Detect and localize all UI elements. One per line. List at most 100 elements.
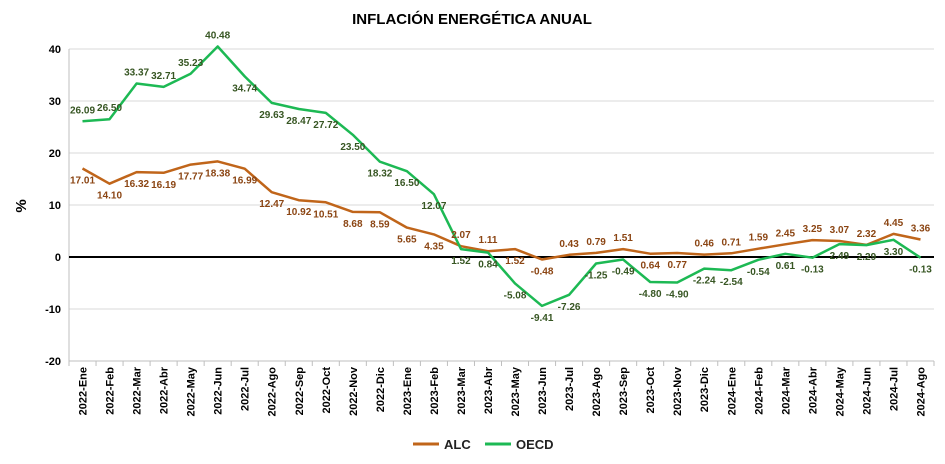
x-tick-label: 2022-Ene (78, 367, 90, 415)
data-label-alc: 2.07 (451, 230, 471, 241)
data-label-oecd: -0.13 (801, 265, 824, 276)
data-label-oecd: 0.61 (776, 261, 796, 272)
x-tick-label: 2022-Jul (240, 367, 252, 411)
data-label-oecd: 34.74 (232, 83, 257, 94)
x-tick-label: 2023-Mar (456, 366, 468, 414)
x-tick-label: 2023-Ene (402, 367, 414, 415)
x-tick-label: 2022-Oct (321, 367, 333, 414)
x-tick-label: 2022-Ago (267, 367, 279, 417)
data-label-alc: 4.45 (884, 218, 904, 229)
data-label-alc: 0.79 (586, 237, 606, 248)
data-label-alc: 4.35 (424, 241, 444, 252)
data-label-alc: 1.52 (505, 256, 525, 267)
data-label-alc: 17.77 (178, 172, 203, 183)
data-label-oecd: 33.37 (124, 67, 149, 78)
x-tick-label: 2023-Feb (429, 367, 441, 415)
data-label-oecd: 3.30 (884, 247, 904, 258)
x-tick-label: 2022-Nov (348, 366, 360, 416)
data-label-oecd: -4.90 (666, 289, 689, 300)
data-label-alc: 18.38 (205, 168, 230, 179)
x-tick-label: 2024-Ene (726, 367, 738, 415)
y-tick-label: -10 (45, 304, 61, 316)
x-tick-label: 2022-Mar (132, 366, 144, 414)
x-tick-label: 2023-Jul (564, 367, 576, 411)
x-tick-label: 2022-Sep (294, 367, 306, 416)
y-tick-label: 0 (55, 252, 61, 264)
data-label-alc: 2.45 (776, 228, 796, 239)
data-label-oecd: -0.49 (612, 267, 635, 278)
x-tick-label: 2022-May (186, 366, 198, 416)
data-label-oecd: -9.41 (531, 313, 554, 324)
x-tick-label: 2023-Dic (699, 367, 711, 412)
data-label-alc: 10.92 (286, 207, 311, 218)
data-label-alc: 14.10 (97, 191, 122, 202)
x-tick-label: 2024-Feb (753, 367, 765, 415)
x-tick-label: 2024-Abr (807, 366, 819, 414)
x-tick-label: 2023-Nov (672, 366, 684, 416)
series-lines (81, 45, 922, 308)
x-tick-label: 2022-Abr (159, 366, 171, 414)
data-label-oecd: 0.84 (478, 260, 498, 271)
data-label-oecd: 26.50 (97, 103, 122, 114)
data-label-oecd: -0.54 (747, 267, 770, 278)
data-label-oecd: 16.50 (394, 178, 419, 189)
data-label-alc: 3.25 (803, 224, 823, 235)
x-tick-labels: 2022-Ene 2022-Feb 2022-Mar 2022-Abr 2022-May… (78, 366, 928, 416)
x-tick-label: 2024-May (834, 366, 846, 416)
data-label-oecd: 2.29 (857, 252, 877, 263)
series-line-alc (81, 160, 921, 261)
data-label-alc: 0.43 (559, 239, 579, 250)
data-label-oecd: 27.72 (313, 120, 338, 131)
data-label-oecd: 28.47 (286, 116, 311, 127)
x-tick-label: 2023-Oct (645, 367, 657, 414)
y-tick-label: 40 (49, 44, 61, 56)
y-tick-label: 10 (49, 200, 61, 212)
data-label-alc: 12.47 (259, 199, 284, 210)
legend: ALC OECD (413, 437, 554, 452)
data-label-alc: 0.77 (667, 260, 687, 271)
data-label-oecd: -7.26 (558, 302, 581, 313)
data-label-oecd: -5.08 (504, 290, 527, 301)
data-label-alc: 1.11 (479, 235, 498, 246)
data-label-oecd: 1.52 (451, 256, 471, 267)
x-tick-label: 2024-Jun (861, 367, 873, 415)
data-label-oecd: 26.09 (70, 105, 95, 116)
data-label-oecd: 40.48 (205, 31, 230, 42)
data-label-oecd: -2.54 (720, 277, 743, 288)
gridlines (69, 48, 934, 362)
x-tick-label: 2023-May (510, 366, 522, 416)
data-label-oecd: -0.13 (909, 265, 932, 276)
data-label-alc: 17.01 (70, 176, 95, 187)
data-label-alc: 0.71 (722, 237, 742, 248)
data-label-oecd: -4.80 (639, 289, 662, 300)
data-label-oecd: 12.07 (421, 201, 446, 212)
x-tick-label: 2024-Mar (780, 366, 792, 414)
axes (68, 49, 935, 366)
y-tick-label: 30 (49, 96, 61, 108)
data-label-oecd: -1.25 (585, 271, 608, 282)
x-tick-label: 2022-Jun (213, 367, 225, 415)
x-tick-label: 2023-Sep (618, 367, 630, 416)
data-label-alc: 3.36 (911, 224, 931, 235)
y-tick-label: 20 (49, 148, 61, 160)
data-label-oecd: -2.24 (693, 276, 716, 287)
data-label-alc: 8.59 (370, 219, 390, 230)
data-label-oecd: 35.23 (178, 58, 203, 69)
chart-title: INFLACIÓN ENERGÉTICA ANUAL (352, 10, 592, 28)
series-line-oecd (82, 45, 922, 308)
data-label-oecd: 2.49 (830, 251, 850, 262)
y-tick-labels: -20 -10 0 10 20 30 40 (45, 44, 61, 368)
x-tick-label: 2023-Abr (483, 366, 495, 414)
data-label-alc: 16.19 (151, 180, 176, 191)
x-tick-label: 2024-Ago (915, 367, 927, 417)
data-label-alc: 1.59 (749, 233, 769, 244)
x-tick-label: 2024-Jul (888, 367, 900, 411)
x-tick-label: 2022-Feb (105, 367, 117, 415)
x-tick-label: 2023-Ago (591, 367, 603, 417)
data-label-alc: -0.48 (531, 266, 554, 277)
y-axis-label: % (13, 199, 30, 212)
data-label-alc: 3.07 (830, 225, 850, 236)
data-label-oecd: 29.63 (259, 110, 284, 121)
